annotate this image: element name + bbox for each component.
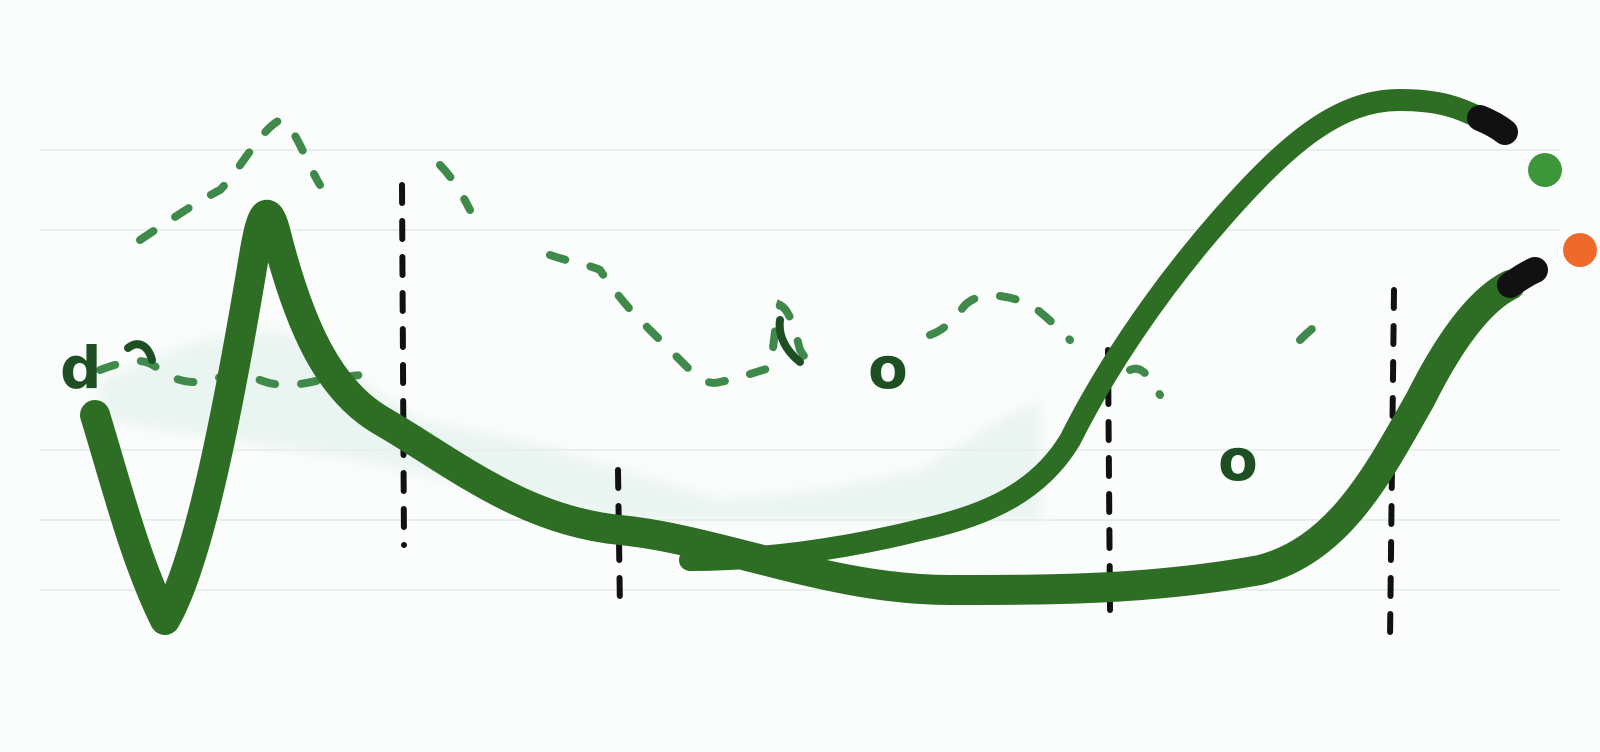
divider-line	[1105, 347, 1113, 613]
glyph-middle: o	[868, 334, 908, 402]
divider-line	[1387, 287, 1397, 643]
main-curve-lower	[80, 199, 1525, 635]
orange-end-dot	[1563, 233, 1597, 267]
glyph-left: d	[60, 334, 102, 402]
green-end-dot	[1528, 153, 1562, 187]
lower-curve-end-cap	[1497, 257, 1548, 298]
divider-line	[399, 182, 407, 548]
upper-curve-end-cap	[1467, 105, 1518, 145]
squiggle-mark	[124, 316, 804, 366]
main-curve-upper	[679, 89, 1491, 571]
glyph-right: o	[1218, 426, 1258, 494]
faint-rules	[40, 149, 1560, 591]
